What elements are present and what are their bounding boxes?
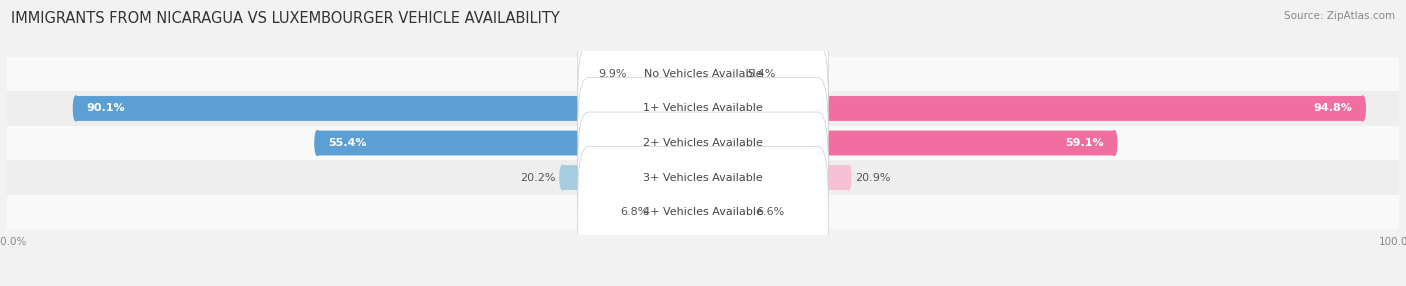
- Circle shape: [700, 200, 706, 225]
- Circle shape: [73, 96, 79, 121]
- FancyBboxPatch shape: [318, 131, 703, 155]
- Text: 20.2%: 20.2%: [520, 172, 555, 182]
- FancyBboxPatch shape: [655, 200, 703, 225]
- Circle shape: [846, 165, 851, 190]
- FancyBboxPatch shape: [703, 131, 1115, 155]
- Circle shape: [700, 131, 706, 155]
- Text: 59.1%: 59.1%: [1066, 138, 1104, 148]
- Text: 9.9%: 9.9%: [599, 69, 627, 79]
- Text: No Vehicles Available: No Vehicles Available: [644, 69, 762, 79]
- Circle shape: [700, 61, 706, 86]
- Text: 94.8%: 94.8%: [1313, 104, 1353, 114]
- Circle shape: [700, 200, 706, 225]
- Circle shape: [700, 96, 706, 121]
- Circle shape: [700, 165, 706, 190]
- Text: Source: ZipAtlas.com: Source: ZipAtlas.com: [1284, 11, 1395, 21]
- Text: 5.4%: 5.4%: [748, 69, 776, 79]
- Circle shape: [560, 165, 565, 190]
- Bar: [7, 195, 1399, 229]
- Circle shape: [700, 61, 706, 86]
- Circle shape: [738, 61, 744, 86]
- FancyBboxPatch shape: [703, 165, 848, 190]
- Circle shape: [700, 165, 706, 190]
- Text: 2+ Vehicles Available: 2+ Vehicles Available: [643, 138, 763, 148]
- Bar: [7, 160, 1399, 195]
- Text: 90.1%: 90.1%: [86, 104, 125, 114]
- Circle shape: [1360, 96, 1365, 121]
- Circle shape: [654, 200, 658, 225]
- Bar: [7, 57, 1399, 91]
- Bar: [7, 91, 1399, 126]
- FancyBboxPatch shape: [578, 112, 828, 243]
- Text: 6.6%: 6.6%: [756, 207, 785, 217]
- FancyBboxPatch shape: [703, 200, 749, 225]
- Text: 4+ Vehicles Available: 4+ Vehicles Available: [643, 207, 763, 217]
- Text: 20.9%: 20.9%: [855, 172, 891, 182]
- Circle shape: [700, 131, 706, 155]
- FancyBboxPatch shape: [562, 165, 703, 190]
- Circle shape: [747, 200, 751, 225]
- FancyBboxPatch shape: [703, 61, 741, 86]
- Text: 1+ Vehicles Available: 1+ Vehicles Available: [643, 104, 763, 114]
- FancyBboxPatch shape: [76, 96, 703, 121]
- Text: 3+ Vehicles Available: 3+ Vehicles Available: [643, 172, 763, 182]
- FancyBboxPatch shape: [578, 78, 828, 208]
- Circle shape: [700, 96, 706, 121]
- Text: IMMIGRANTS FROM NICARAGUA VS LUXEMBOURGER VEHICLE AVAILABILITY: IMMIGRANTS FROM NICARAGUA VS LUXEMBOURGE…: [11, 11, 560, 26]
- Circle shape: [1112, 131, 1116, 155]
- Circle shape: [631, 61, 637, 86]
- Bar: [7, 126, 1399, 160]
- Text: 6.8%: 6.8%: [620, 207, 648, 217]
- FancyBboxPatch shape: [703, 96, 1362, 121]
- FancyBboxPatch shape: [578, 147, 828, 277]
- Text: 55.4%: 55.4%: [328, 138, 367, 148]
- FancyBboxPatch shape: [634, 61, 703, 86]
- FancyBboxPatch shape: [578, 9, 828, 139]
- FancyBboxPatch shape: [578, 43, 828, 174]
- Circle shape: [315, 131, 321, 155]
